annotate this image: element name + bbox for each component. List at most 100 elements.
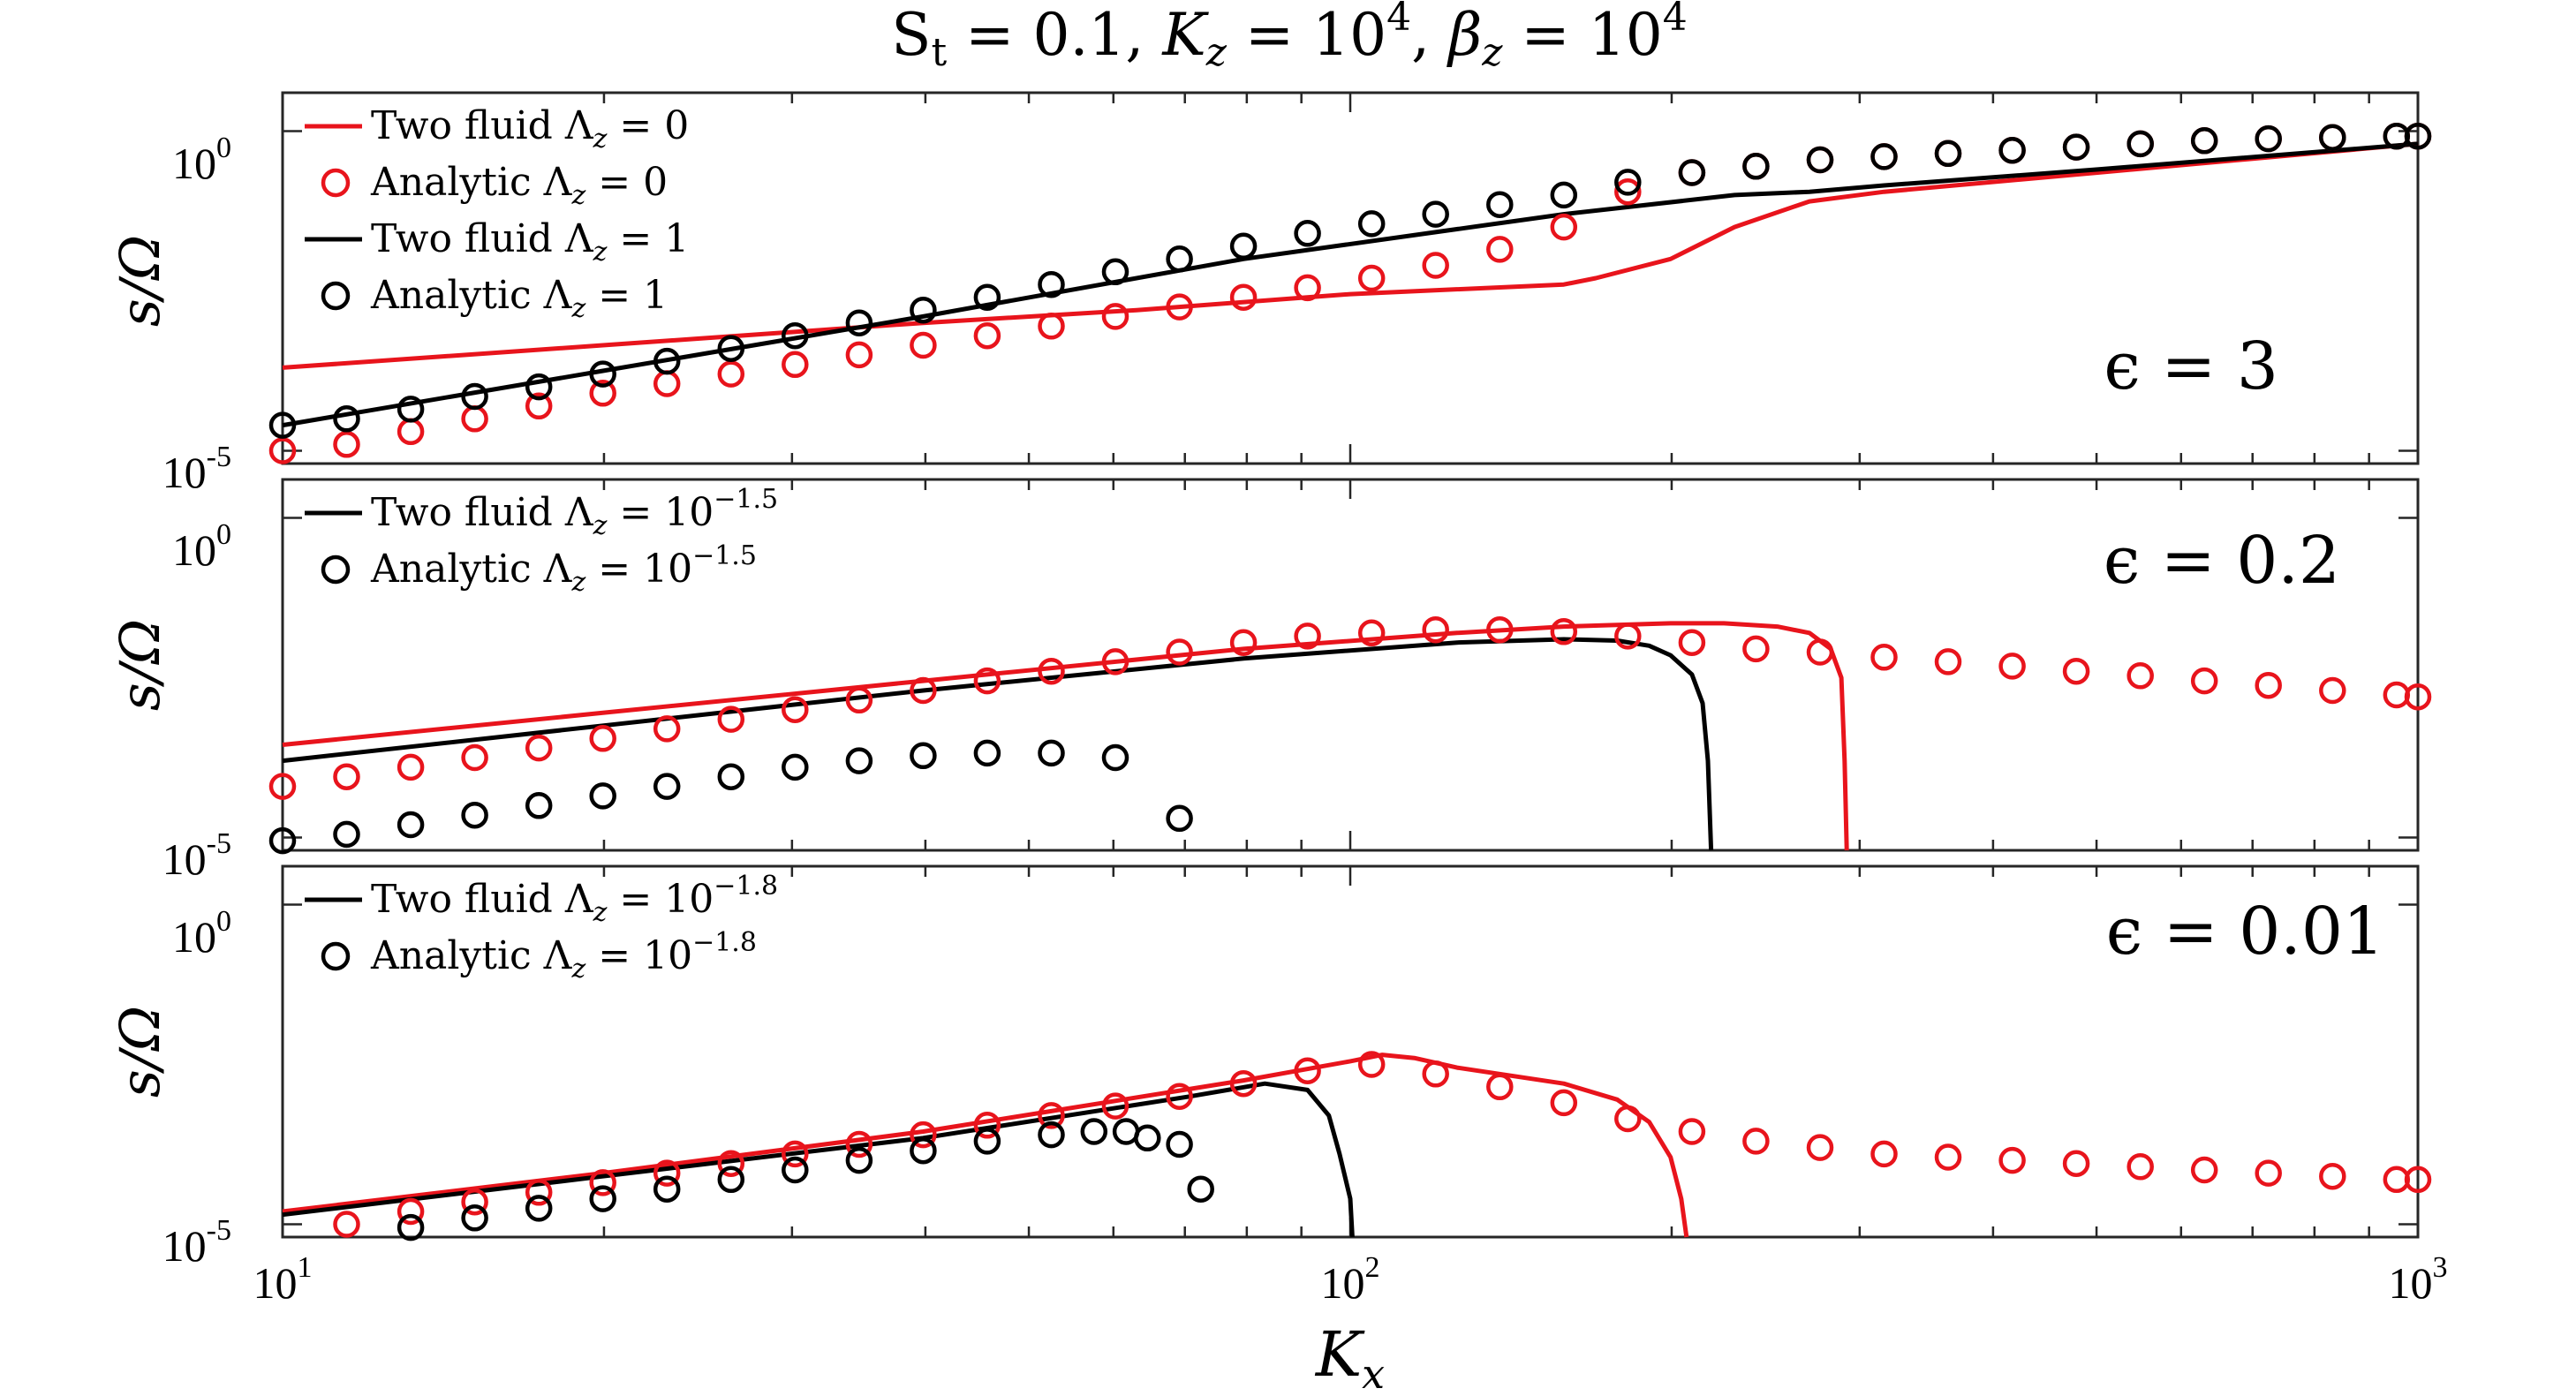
black-marker-point [525, 1195, 553, 1222]
red-marker-point [1934, 1143, 1962, 1171]
panel-1-plot [268, 122, 2432, 464]
legend-marker-swatch [321, 168, 351, 198]
red-marker-point [973, 321, 1001, 350]
black-marker-point [1229, 232, 1258, 260]
red-marker-point [653, 1159, 681, 1187]
red-marker-point [1422, 615, 1449, 644]
black-marker-point [1614, 169, 1642, 196]
red-marker-point [2404, 683, 2432, 711]
red-marker-point [1357, 619, 1386, 647]
panel-2-ytick-top: 100 [172, 518, 231, 575]
red-marker-point [973, 1112, 1001, 1139]
black-marker-point [653, 1175, 681, 1203]
red-marker-point [2404, 1166, 2432, 1194]
red-marker-point [2190, 1156, 2218, 1184]
red-marker-point [397, 1197, 425, 1226]
black-marker-point [1357, 210, 1386, 238]
red-marker-point [2319, 676, 2346, 705]
red-marker-point [268, 437, 297, 464]
black-marker-point [717, 335, 745, 362]
red-marker-point [1614, 623, 1642, 650]
red-marker-point [845, 1130, 873, 1158]
black-marker-point [1134, 1124, 1161, 1152]
red-marker-point [2062, 1150, 2090, 1177]
panel-3-ylabel: s/Ω [108, 1006, 172, 1098]
red-marker-point [1357, 264, 1386, 292]
red-marker-point [2255, 1159, 2282, 1187]
x-axis-label: Kx [1314, 1318, 1385, 1396]
panel-1-ytick-top: 100 [172, 132, 231, 188]
panel-2-frame [281, 478, 2420, 852]
black-marker-point [1038, 270, 1065, 298]
figure-title: St = 0.1, Kz = 104, βz = 104 [891, 0, 1687, 75]
black-line-series [282, 1081, 1355, 1238]
black-marker-point [1934, 140, 1962, 168]
red-marker-point [1678, 629, 1706, 656]
panel-3-ticks [281, 866, 2418, 1237]
black-marker-point [1080, 1118, 1108, 1145]
red-marker-point [525, 392, 553, 420]
black-marker-point [461, 1204, 488, 1232]
legend-entry-text: Analytic Λz = 10−1.8 [370, 927, 757, 985]
xtick-label-1: 101 [253, 1251, 313, 1308]
black-marker-point [2190, 127, 2218, 155]
red-marker-point [1422, 1060, 1449, 1088]
black-marker-point [1422, 200, 1449, 228]
black-marker-point [461, 801, 488, 829]
black-marker-point [782, 753, 809, 781]
black-line-series [282, 141, 2419, 428]
black-marker-point [1678, 159, 1706, 186]
black-marker-point [717, 763, 745, 790]
black-marker-point [653, 347, 681, 375]
red-marker-point [1614, 1105, 1642, 1133]
black-marker-point [1486, 191, 1514, 218]
red-marker-point [910, 676, 937, 705]
panel-1-frame [281, 91, 2420, 465]
red-marker-point [1166, 293, 1193, 321]
black-marker-point [973, 1128, 1001, 1155]
legend-entry-text: Two fluid Λz = 0 [371, 103, 689, 155]
panel-3-plot [282, 1051, 2432, 1241]
black-marker-point [589, 360, 616, 388]
black-marker-point [845, 747, 873, 774]
legend-entry-text: Two fluid Λz = 1 [371, 216, 689, 268]
black-marker-point [268, 411, 297, 439]
panel-3-frame [281, 864, 2420, 1239]
black-marker-point [397, 396, 425, 423]
red-marker-point [1038, 657, 1065, 685]
black-marker-point [1550, 181, 1578, 209]
red-marker-point [910, 331, 937, 359]
legend-entry-text: Two fluid Λz = 10−1.8 [371, 871, 778, 928]
black-marker-point [461, 382, 488, 411]
panel-2-ytick-bottom: 10-5 [162, 827, 231, 884]
red-marker-point [1038, 313, 1065, 340]
black-marker-point [333, 820, 360, 849]
xtick-label-2: 102 [1321, 1251, 1380, 1308]
black-marker-point [589, 782, 616, 810]
red-marker-point [1742, 635, 1770, 663]
black-marker-point [1038, 1121, 1065, 1149]
red-marker-point [717, 706, 745, 733]
red-marker-point [268, 773, 297, 800]
legend-marker-swatch [321, 555, 351, 585]
panel-1-label: ϵ = 3 [2104, 328, 2278, 404]
panel-2-ticks [281, 479, 2418, 850]
red-marker-point [333, 431, 360, 458]
panel-2-label: ϵ = 0.2 [2104, 523, 2340, 599]
panel-3-label: ϵ = 0.01 [2106, 894, 2384, 970]
legend-marker-swatch [321, 281, 351, 311]
black-marker-point [333, 405, 360, 433]
red-marker-point [333, 763, 360, 790]
red-marker-point [2190, 667, 2218, 695]
black-marker-point [1998, 136, 2026, 164]
black-marker-point [717, 1166, 745, 1194]
black-marker-point [910, 1136, 937, 1165]
red-marker-point [717, 1150, 745, 1177]
red-marker-point [1294, 274, 1321, 302]
panel-1-ytick-bottom: 10-5 [162, 441, 231, 497]
panel-2-plot [268, 615, 2432, 855]
